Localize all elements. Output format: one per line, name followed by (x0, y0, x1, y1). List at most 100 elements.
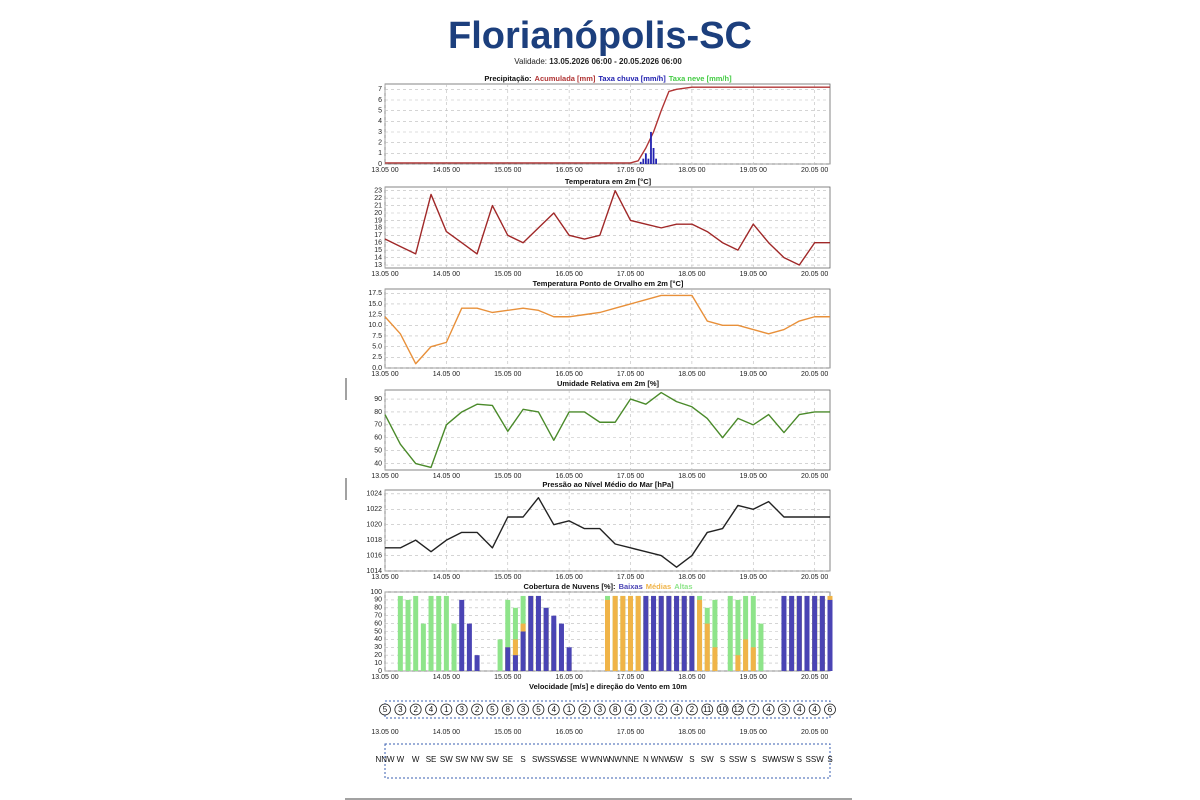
bar (505, 647, 511, 671)
chart-title-text: Pressão ao Nível Médio do Mar [hPa] (542, 480, 674, 489)
wind-speed-marker (593, 703, 606, 716)
y-tick-label: 6 (378, 97, 382, 104)
bar (743, 639, 749, 671)
bar (605, 599, 610, 671)
wind-speed-label: 3 (598, 705, 603, 714)
x-tick-label: 17.05 00 (617, 674, 644, 681)
bar (466, 623, 472, 671)
y-tick-label: 17 (374, 232, 382, 239)
bar (658, 595, 664, 671)
wind-speed-marker (808, 703, 821, 716)
wind-speed-marker (716, 703, 729, 716)
y-tick-label: 17.5 (368, 290, 382, 297)
wind-speed-marker (747, 703, 760, 716)
bar (397, 595, 403, 671)
bar (819, 595, 825, 671)
bar (697, 599, 703, 671)
y-tick-label: 15 (374, 247, 382, 254)
bar (712, 599, 718, 671)
plot-area (384, 389, 831, 471)
x-tick-label: 14.05 00 (433, 729, 460, 736)
y-tick-label: 7 (378, 86, 382, 93)
plot-area (384, 186, 831, 269)
x-tick-label: 17.05 00 (617, 574, 644, 581)
bar (620, 595, 626, 671)
wind-speed-marker (793, 703, 806, 716)
wind-speed-marker (455, 703, 468, 716)
wind-speed-marker (578, 703, 591, 716)
bar (436, 595, 442, 671)
title-bg (400, 10, 800, 58)
y-tick-label: 1014 (366, 568, 382, 575)
legend-entry: Acumulada [mm] (535, 74, 596, 83)
y-tick-label: 80 (374, 409, 382, 416)
y-tick-label: 90 (374, 597, 382, 604)
y-tick-label: 16 (374, 240, 382, 247)
bar (674, 595, 680, 671)
x-tick-label: 19.05 00 (740, 167, 767, 174)
x-tick-label: 14.05 00 (433, 674, 460, 681)
x-tick-label: 15.05 00 (494, 167, 521, 174)
bar (635, 595, 641, 671)
wind-speed-label: 3 (644, 705, 649, 714)
wind-direction-label: SW (532, 755, 545, 764)
x-tick-label: 17.05 00 (617, 167, 644, 174)
wind-direction-label: WNW (589, 755, 610, 764)
bar (812, 595, 818, 671)
wind-speed-label: 4 (812, 705, 817, 714)
chart-title-text: Precipitação: (484, 74, 531, 83)
x-tick-label: 18.05 00 (678, 167, 705, 174)
wind-direction-label: SE (502, 755, 513, 764)
x-tick-label: 16.05 00 (556, 271, 583, 278)
x-tick-label: 15.05 00 (494, 729, 521, 736)
bar (558, 623, 564, 671)
wind-speed-label: 2 (413, 705, 418, 714)
bar (655, 158, 657, 164)
y-tick-label: 14 (374, 254, 382, 261)
x-tick-label: 16.05 00 (556, 473, 583, 480)
chart-title-text: Temperatura Ponto de Orvalho em 2m [°C] (533, 279, 684, 288)
wind-direction-box (384, 743, 831, 779)
bar (735, 599, 741, 671)
x-tick-label: 15.05 00 (494, 271, 521, 278)
page-title: Florianópolis-SC (448, 15, 752, 57)
x-tick-label: 16.05 00 (556, 729, 583, 736)
bar (644, 153, 647, 164)
bar (681, 595, 687, 671)
y-tick-label: 70 (374, 613, 382, 620)
chart-title-text: Temperatura em 2m [°C] (565, 177, 652, 186)
wind-direction-label: SSW (729, 755, 748, 764)
bar (789, 595, 795, 671)
wind-speed-label: 5 (383, 705, 388, 714)
wind-speed-label: 2 (659, 705, 664, 714)
bar (650, 132, 652, 164)
bar (735, 655, 741, 671)
wind-speed-label: 12 (733, 705, 742, 714)
x-tick-label: 18.05 00 (678, 674, 705, 681)
chart-title: Temperatura Ponto de Orvalho em 2m [°C] (533, 279, 684, 288)
y-tick-label: 2 (378, 140, 382, 147)
x-tick-label: 15.05 00 (494, 371, 521, 378)
x-tick-label: 20.05 00 (801, 674, 828, 681)
bar (413, 595, 419, 671)
y-tick-label: 80 (374, 605, 382, 612)
x-tick-label: 13.05 00 (371, 574, 398, 581)
y-tick-label: 0.0 (372, 365, 382, 372)
y-tick-label: 30 (374, 644, 382, 651)
bar (443, 595, 449, 671)
x-tick-label: 20.05 00 (801, 729, 828, 736)
x-tick-label: 16.05 00 (556, 574, 583, 581)
y-tick-label: 50 (374, 447, 382, 454)
bar (796, 595, 802, 671)
chart-title-text: Cobertura de Nuvens [%]: (523, 582, 615, 591)
x-tick-label: 13.05 00 (371, 729, 398, 736)
x-tick-label: 18.05 00 (678, 473, 705, 480)
bar (652, 148, 655, 164)
bar (551, 615, 557, 671)
y-tick-label: 70 (374, 422, 382, 429)
bar (528, 595, 534, 671)
wind-direction-label: S (751, 755, 756, 764)
y-tick-label: 0 (378, 668, 382, 675)
chart-title: Velocidade [m/s] e direção do Vento em 1… (529, 682, 687, 691)
y-tick-label: 2.5 (372, 354, 382, 361)
